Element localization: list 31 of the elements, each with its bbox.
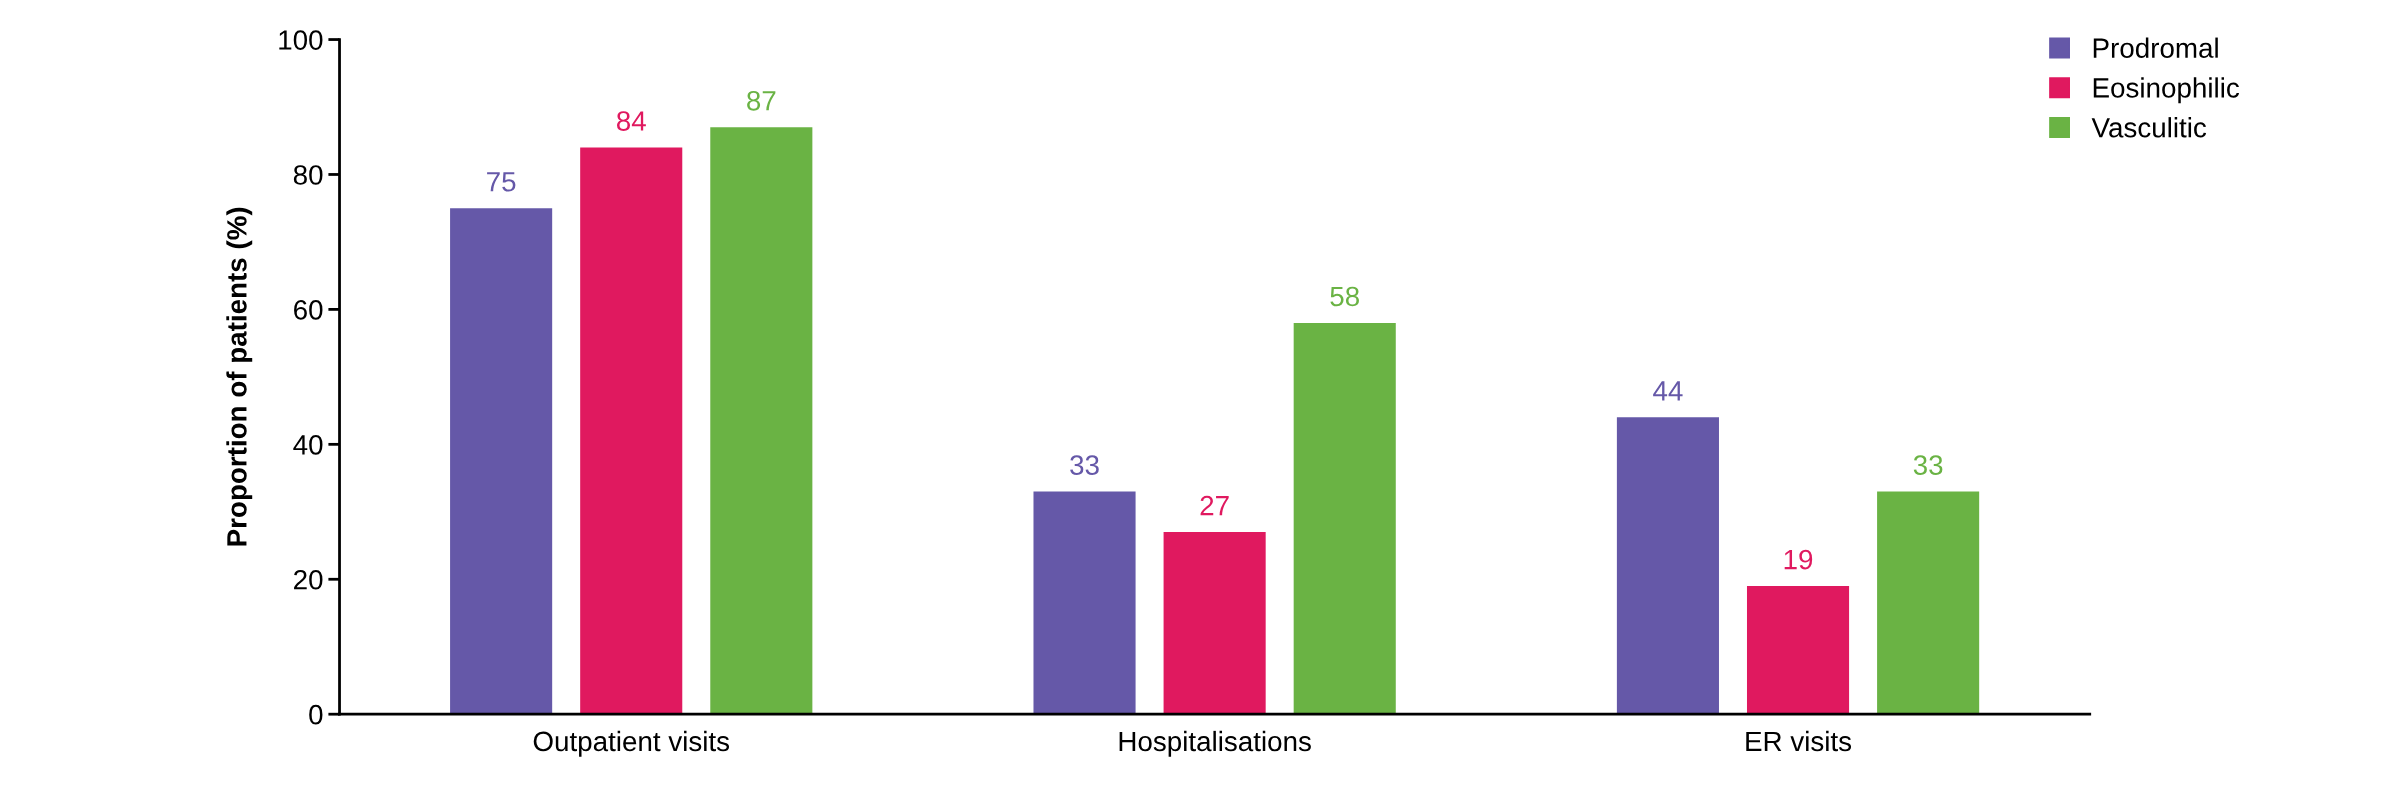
y-tick-label: 60	[294, 300, 323, 320]
y-axis-title: Proportion of patients (%)	[226, 207, 253, 546]
data-label: 33	[1070, 455, 1099, 475]
bar	[1877, 491, 1980, 715]
bar	[1746, 586, 1850, 715]
x-tick-label: ER visits	[1746, 730, 1852, 752]
legend-label: Eosinophilic	[2093, 77, 2240, 104]
bar	[710, 127, 813, 715]
data-label: 19	[1784, 549, 1813, 570]
legend-label: Prodromal	[2093, 37, 2218, 58]
y-tick-label: 80	[293, 165, 323, 185]
bar	[1293, 322, 1396, 715]
bar	[1033, 491, 1136, 715]
x-tick-label: Hospitalisations	[1119, 730, 1311, 757]
data-label: 58	[1330, 286, 1359, 307]
data-label: 84	[616, 111, 646, 131]
y-tick-label: 100	[279, 30, 323, 50]
y-tick-label: 20	[294, 569, 323, 590]
data-label: 75	[487, 172, 516, 192]
bar	[1163, 532, 1266, 715]
data-label: 27	[1200, 495, 1229, 516]
bar	[1616, 417, 1719, 715]
y-tick-label: 40	[293, 435, 323, 455]
bar	[450, 208, 553, 715]
bar	[580, 147, 683, 715]
data-label: 87	[747, 90, 776, 111]
legend-label: Vasculitic	[2091, 117, 2207, 138]
x-tick-label: Outpatient visits	[533, 730, 730, 757]
data-label: 44	[1653, 381, 1683, 401]
y-tick-label: 0	[309, 704, 323, 725]
data-label: 33	[1913, 455, 1943, 475]
